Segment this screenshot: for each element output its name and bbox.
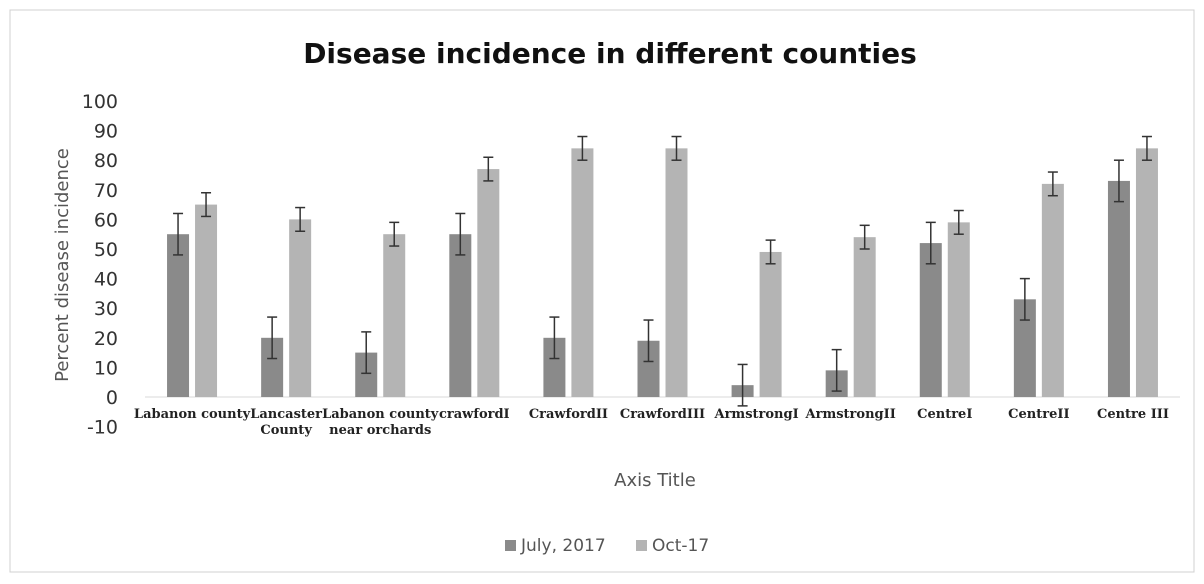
bar-july-2017 (449, 234, 472, 397)
bar-july-2017 (261, 337, 284, 397)
y-tick-label: 30 (94, 298, 118, 320)
x-tick-label: CrawfordII (529, 407, 608, 422)
bar-oct-17 (1041, 183, 1064, 397)
bar-july-2017 (919, 243, 942, 397)
y-tick-label: 20 (94, 328, 118, 350)
error-bar (389, 221, 400, 247)
bar-oct-17 (665, 148, 688, 397)
error-bar (577, 135, 588, 161)
error-bar (671, 135, 682, 161)
y-tick-label: 100 (82, 91, 118, 113)
error-bar (1141, 135, 1152, 161)
legend: July, 2017 Oct-17 (505, 536, 709, 556)
bar-oct-17 (477, 169, 500, 397)
y-tick-label: 50 (94, 239, 118, 261)
error-bar (1113, 159, 1124, 203)
plot-area (145, 135, 1180, 407)
error-bar (643, 319, 654, 363)
bar-oct-17 (289, 219, 312, 397)
error-bar (201, 192, 212, 218)
y-tick-label: 80 (94, 150, 118, 172)
error-bar (549, 316, 560, 360)
bar-oct-17 (571, 148, 594, 397)
x-tick-label: Labanon county near orchards (322, 407, 439, 438)
x-tick-label: Labanon county (134, 407, 251, 422)
legend-swatch (505, 540, 516, 551)
x-tick-label: CentreII (1008, 407, 1069, 422)
bar-oct-17 (195, 204, 218, 397)
x-tick-label: crawfordI (439, 407, 510, 422)
legend-label: Oct-17 (652, 536, 709, 556)
x-tick-label: CentreI (917, 407, 972, 422)
x-tick-label: ArmstrongI (714, 407, 799, 422)
bar-july-2017 (1013, 299, 1036, 397)
y-axis: -10 0 10 20 30 40 50 60 70 80 90 100 (82, 91, 118, 439)
y-axis-label: Percent disease incidence (52, 148, 73, 382)
error-bar (953, 209, 964, 235)
error-bar (483, 156, 494, 182)
bar-oct-17 (759, 251, 782, 397)
error-bar (455, 212, 466, 256)
legend-swatch (636, 540, 647, 551)
bar-july-2017 (543, 337, 566, 397)
chart-title: Disease incidence in different counties (303, 37, 917, 70)
bar-oct-17 (853, 237, 876, 397)
y-tick-label: 60 (94, 209, 118, 231)
error-bar (831, 348, 842, 392)
bar-july-2017 (355, 352, 378, 397)
error-bar (295, 206, 306, 232)
y-tick-label: 70 (94, 180, 118, 202)
legend-label: July, 2017 (520, 536, 606, 556)
y-tick-label: 0 (106, 387, 118, 409)
error-bar (1019, 277, 1030, 321)
error-bar (765, 239, 776, 265)
y-tick-label: 90 (94, 121, 118, 143)
bar-oct-17 (947, 222, 970, 397)
error-bar (737, 363, 748, 407)
x-tick-label: Centre III (1097, 407, 1169, 422)
error-bar (361, 331, 372, 375)
x-tick-label: Lancaster County (250, 407, 322, 438)
bar-july-2017 (1107, 180, 1130, 397)
y-tick-label: 40 (94, 269, 118, 291)
error-bar (859, 224, 870, 250)
x-tick-label: ArmstrongII (805, 407, 896, 422)
bar-oct-17 (1135, 148, 1158, 397)
y-tick-label: -10 (87, 417, 118, 439)
error-bar (925, 221, 936, 265)
y-tick-label: 10 (94, 357, 118, 379)
bar-july-2017 (167, 234, 190, 397)
bar-july-2017 (637, 340, 660, 397)
bar-oct-17 (383, 234, 406, 397)
x-tick-label: CrawfordIII (620, 407, 705, 422)
error-bar (1047, 171, 1058, 197)
error-bar (173, 212, 184, 256)
x-axis-label: Axis Title (614, 470, 696, 491)
error-bar (267, 316, 278, 360)
